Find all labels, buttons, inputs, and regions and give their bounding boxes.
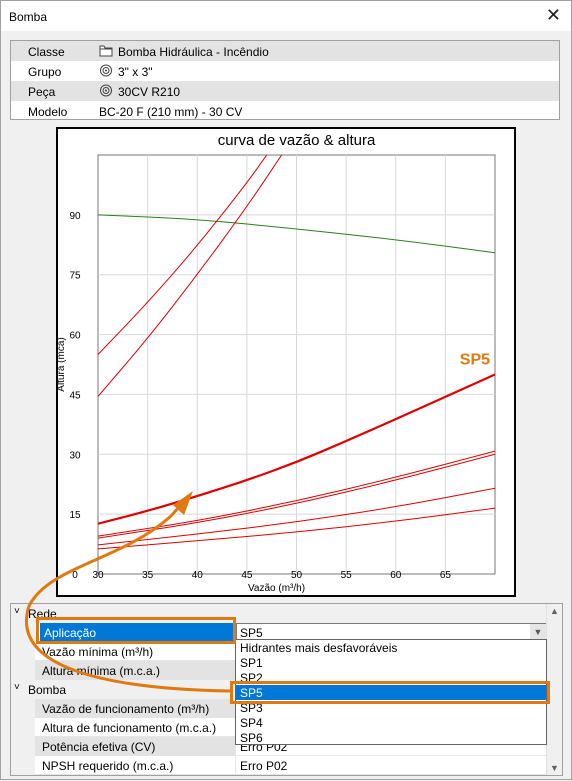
series-line-2	[98, 155, 283, 397]
property-value[interactable]: Erro P02	[235, 756, 547, 775]
option-label: SP3	[240, 701, 263, 715]
row-gutter	[11, 718, 35, 737]
x-tick-label: 45	[241, 570, 253, 581]
row-gutter	[11, 699, 35, 718]
dropdown-option[interactable]: SP4	[236, 715, 546, 730]
y-tick-label: 45	[69, 390, 81, 401]
row-gutter	[11, 642, 35, 661]
y-tick-label: 15	[69, 510, 81, 521]
info-label: Classe	[28, 45, 65, 59]
dropdown-option[interactable]: Hidrantes mais desfavoráveis	[236, 640, 546, 655]
option-label: SP2	[240, 671, 263, 685]
info-row-classe: Classe Bomba Hidráulica - Incêndio	[11, 41, 559, 61]
chart-svg: curva de vazão & altura 30 35 40 45 50 55 60 65 0…	[58, 132, 496, 594]
property-name: NPSH requerido (m.c.a.)	[42, 759, 174, 773]
name-cell	[35, 737, 235, 756]
dropdown-option[interactable]: SP2	[236, 670, 546, 685]
property-npsh[interactable]: NPSH requerido (m.c.a.) Erro P02	[11, 756, 547, 775]
close-icon[interactable]: ✕	[545, 5, 561, 25]
aplicacao-dropdown-list[interactable]: Hidrantes mais desfavoráveis SP1 SP2 SP5…	[235, 639, 547, 745]
option-label: SP1	[240, 656, 263, 670]
row-gutter	[11, 623, 35, 642]
info-value: Bomba Hidráulica - Incêndio	[118, 45, 269, 59]
target-icon	[100, 84, 112, 97]
title-bar: Bomba ✕	[1, 1, 571, 31]
x-tick-label: 40	[192, 570, 204, 581]
target-icon	[100, 64, 112, 77]
property-name: Vazão de funcionamento (m³/h)	[42, 702, 210, 716]
y-tick-label: 60	[69, 331, 81, 342]
series-line-0	[98, 214, 495, 254]
series-line-1	[98, 155, 268, 355]
category-label: Bomba	[28, 683, 67, 697]
property-name: Aplicação	[44, 626, 97, 640]
y-tick-label: 90	[69, 211, 81, 222]
y-tick-label: 0	[72, 570, 78, 581]
dropdown-arrow-icon[interactable]: ▼	[530, 624, 546, 641]
category-label: Rede	[28, 607, 57, 621]
x-tick-label: 55	[341, 570, 353, 581]
info-value: 30CV R210	[118, 85, 181, 99]
x-tick-label: 50	[291, 570, 303, 581]
info-label: Modelo	[28, 105, 68, 119]
property-name: Altura mínima (m.c.a.)	[42, 664, 161, 678]
dropdown-option[interactable]: SP1	[236, 655, 546, 670]
flow-head-chart: curva de vazão & altura 30 35 40 45 50 55 60 65 0…	[56, 127, 516, 597]
row-gutter	[11, 661, 35, 680]
sp5-annotation: SP5	[460, 352, 490, 369]
row-gutter	[11, 756, 35, 775]
property-name: Potência efetiva (CV)	[42, 740, 156, 754]
combo-value: SP5	[240, 626, 263, 640]
option-label: SP5	[240, 686, 263, 700]
info-value: 3" x 3"	[118, 65, 153, 79]
info-label: Grupo	[28, 65, 62, 79]
scroll-up-icon[interactable]: ▲	[550, 606, 559, 616]
pump-info-table: Classe Bomba Hidráulica - Incêndio Grupo…	[10, 40, 560, 120]
x-tick-label: 65	[440, 570, 452, 581]
folder-icon	[99, 45, 113, 57]
dropdown-option[interactable]: SP6	[236, 730, 546, 745]
option-label: SP6	[240, 731, 263, 745]
property-potencia[interactable]: Potência efetiva (CV) Erro P02	[11, 737, 547, 756]
info-row-modelo: Modelo BC-20 F (210 mm) - 30 CV	[11, 101, 559, 121]
collapse-icon[interactable]: ˅	[14, 606, 20, 617]
window-title: Bomba	[9, 10, 48, 24]
property-name: Altura de funcionamento (m.c.a.)	[42, 721, 217, 735]
x-tick-label: 35	[142, 570, 154, 581]
y-tick-label: 30	[69, 450, 81, 461]
dropdown-option-selected[interactable]: SP5	[236, 685, 546, 700]
property-value-text: Erro P02	[240, 759, 288, 773]
property-name: Vazão mínima (m³/h)	[42, 645, 154, 659]
info-value: BC-20 F (210 mm) - 30 CV	[99, 105, 243, 119]
dropdown-option[interactable]: SP3	[236, 700, 546, 715]
info-row-peca: Peça 30CV R210	[11, 81, 559, 101]
y-tick-label: 75	[69, 271, 81, 282]
x-tick-label: 60	[390, 570, 402, 581]
aplicacao-name-cell[interactable]: Aplicação	[40, 623, 233, 642]
option-label: SP4	[240, 716, 263, 730]
collapse-icon[interactable]: ˅	[14, 682, 20, 693]
info-row-grupo: Grupo 3" x 3"	[11, 61, 559, 81]
category-rede[interactable]: ˅ Rede	[11, 604, 547, 623]
scroll-down-icon[interactable]: ▼	[550, 763, 559, 773]
y-axis-label: Altura (mca)	[58, 337, 67, 391]
chart-title: curva de vazão & altura	[218, 132, 376, 149]
property-scrollbar[interactable]: ▲ ▼	[546, 604, 562, 775]
name-cell	[35, 699, 235, 718]
row-gutter	[11, 737, 35, 756]
info-label: Peça	[28, 85, 56, 99]
x-tick-label: 30	[92, 570, 104, 581]
option-label: Hidrantes mais desfavoráveis	[240, 641, 398, 655]
x-axis-label: Vazão (m³/h)	[248, 583, 305, 594]
